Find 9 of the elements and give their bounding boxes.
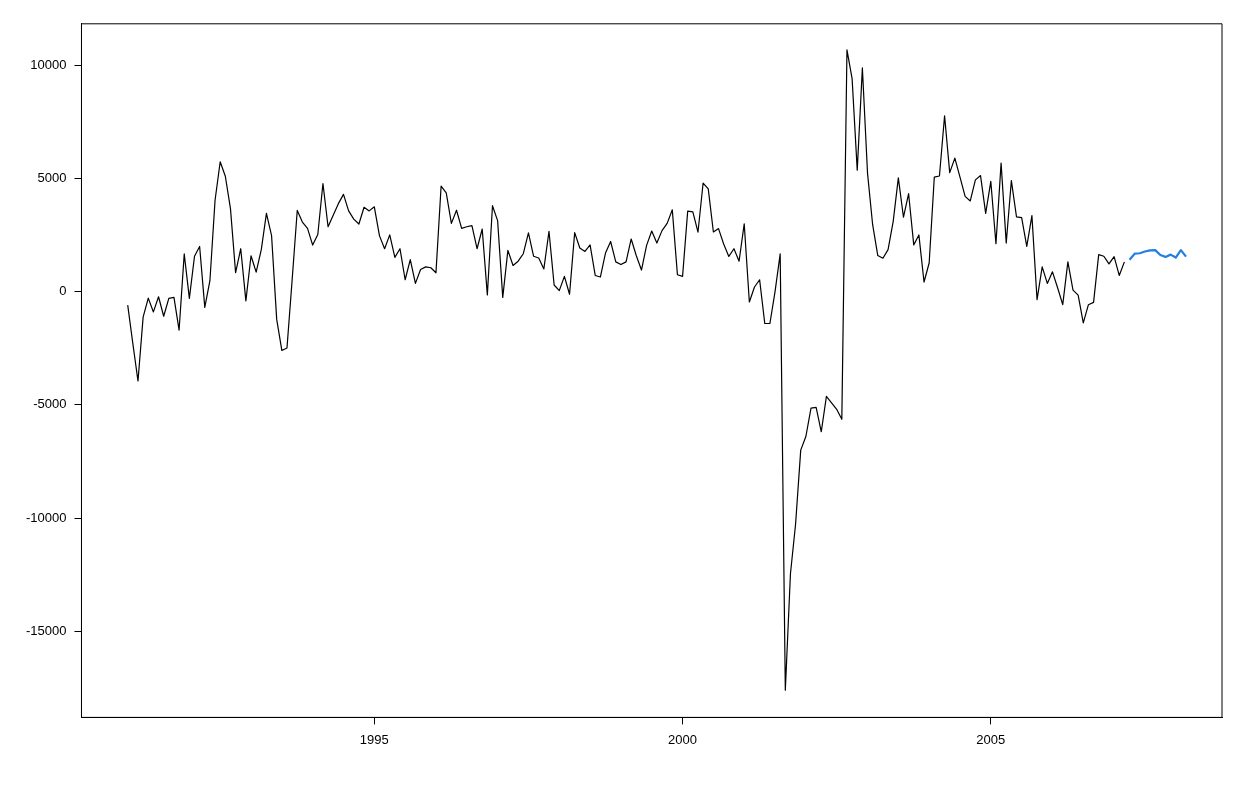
y-tick-label: -5000 xyxy=(33,396,67,412)
y-tick-label: 5000 xyxy=(37,169,67,185)
y-tick-label: 0 xyxy=(59,283,67,299)
x-tick-label: 2000 xyxy=(668,731,698,747)
x-tick-label: 1995 xyxy=(359,731,389,747)
y-tick-label: -10000 xyxy=(25,509,67,525)
y-tick-label: 10000 xyxy=(30,56,67,72)
x-tick-label: 2005 xyxy=(976,731,1006,747)
y-tick-label: -15000 xyxy=(25,622,67,638)
